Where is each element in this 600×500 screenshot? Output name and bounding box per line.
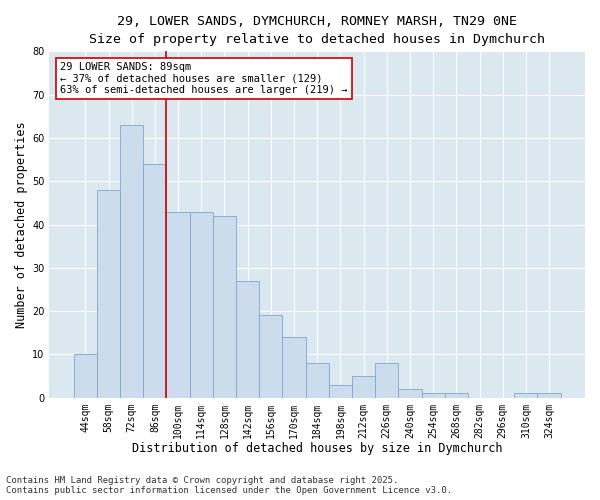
Bar <box>120 125 143 398</box>
Bar <box>329 384 352 398</box>
Bar <box>97 190 120 398</box>
Bar <box>166 212 190 398</box>
Text: Contains HM Land Registry data © Crown copyright and database right 2025.
Contai: Contains HM Land Registry data © Crown c… <box>6 476 452 495</box>
Bar <box>143 164 166 398</box>
Bar <box>305 363 329 398</box>
Bar <box>236 281 259 398</box>
Bar <box>283 337 305 398</box>
Bar <box>422 394 445 398</box>
Bar <box>74 354 97 398</box>
Bar <box>514 394 538 398</box>
Bar <box>445 394 468 398</box>
Bar <box>538 394 560 398</box>
X-axis label: Distribution of detached houses by size in Dymchurch: Distribution of detached houses by size … <box>132 442 502 455</box>
Bar <box>190 212 213 398</box>
Bar <box>352 376 375 398</box>
Bar <box>259 316 283 398</box>
Text: 29 LOWER SANDS: 89sqm
← 37% of detached houses are smaller (129)
63% of semi-det: 29 LOWER SANDS: 89sqm ← 37% of detached … <box>60 62 347 95</box>
Title: 29, LOWER SANDS, DYMCHURCH, ROMNEY MARSH, TN29 0NE
Size of property relative to : 29, LOWER SANDS, DYMCHURCH, ROMNEY MARSH… <box>89 15 545 46</box>
Bar <box>213 216 236 398</box>
Bar <box>398 389 422 398</box>
Bar <box>375 363 398 398</box>
Y-axis label: Number of detached properties: Number of detached properties <box>15 121 28 328</box>
